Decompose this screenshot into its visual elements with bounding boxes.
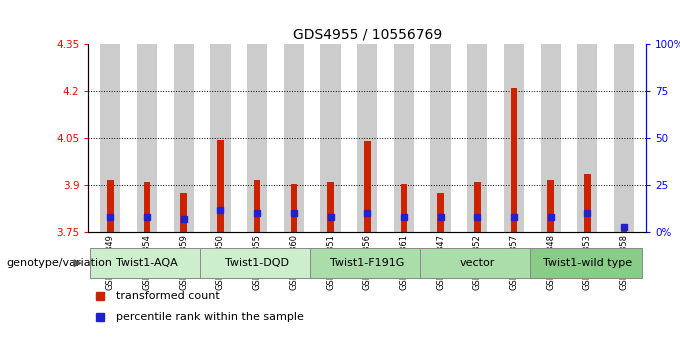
Text: Twist1-DQD: Twist1-DQD	[225, 258, 289, 268]
Bar	[584, 174, 591, 232]
Bar	[180, 193, 187, 232]
Bar	[474, 182, 481, 232]
Bar	[530, 249, 643, 278]
Bar	[547, 180, 554, 232]
Text: vector: vector	[460, 258, 495, 268]
Bar	[247, 44, 267, 232]
Bar	[101, 44, 120, 232]
Bar	[310, 249, 422, 278]
Text: Twist1-wild type: Twist1-wild type	[543, 258, 632, 268]
Text: percentile rank within the sample: percentile rank within the sample	[116, 312, 304, 322]
Bar	[357, 44, 377, 232]
Bar	[401, 184, 407, 232]
Bar	[284, 44, 304, 232]
Bar	[621, 229, 627, 232]
Bar	[254, 180, 260, 232]
Bar	[577, 44, 598, 232]
Bar	[394, 44, 414, 232]
Bar	[210, 44, 231, 232]
Bar	[173, 44, 194, 232]
Text: Twist1-AQA: Twist1-AQA	[116, 258, 178, 268]
Bar	[437, 193, 444, 232]
Bar	[614, 44, 634, 232]
Bar	[541, 44, 561, 232]
Bar	[364, 141, 371, 232]
Bar	[217, 139, 224, 232]
Bar	[511, 87, 517, 232]
Bar	[143, 182, 150, 232]
Text: transformed count: transformed count	[116, 291, 220, 301]
Text: Twist1-F191G: Twist1-F191G	[330, 258, 405, 268]
Bar	[107, 180, 114, 232]
Bar	[504, 44, 524, 232]
Bar	[327, 182, 334, 232]
Bar	[430, 44, 451, 232]
Bar	[420, 249, 532, 278]
Bar	[90, 249, 202, 278]
Bar	[467, 44, 488, 232]
Title: GDS4955 / 10556769: GDS4955 / 10556769	[292, 27, 442, 41]
Bar	[137, 44, 157, 232]
Bar	[290, 184, 297, 232]
Bar	[320, 44, 341, 232]
Bar	[201, 249, 312, 278]
Text: genotype/variation: genotype/variation	[7, 258, 113, 268]
